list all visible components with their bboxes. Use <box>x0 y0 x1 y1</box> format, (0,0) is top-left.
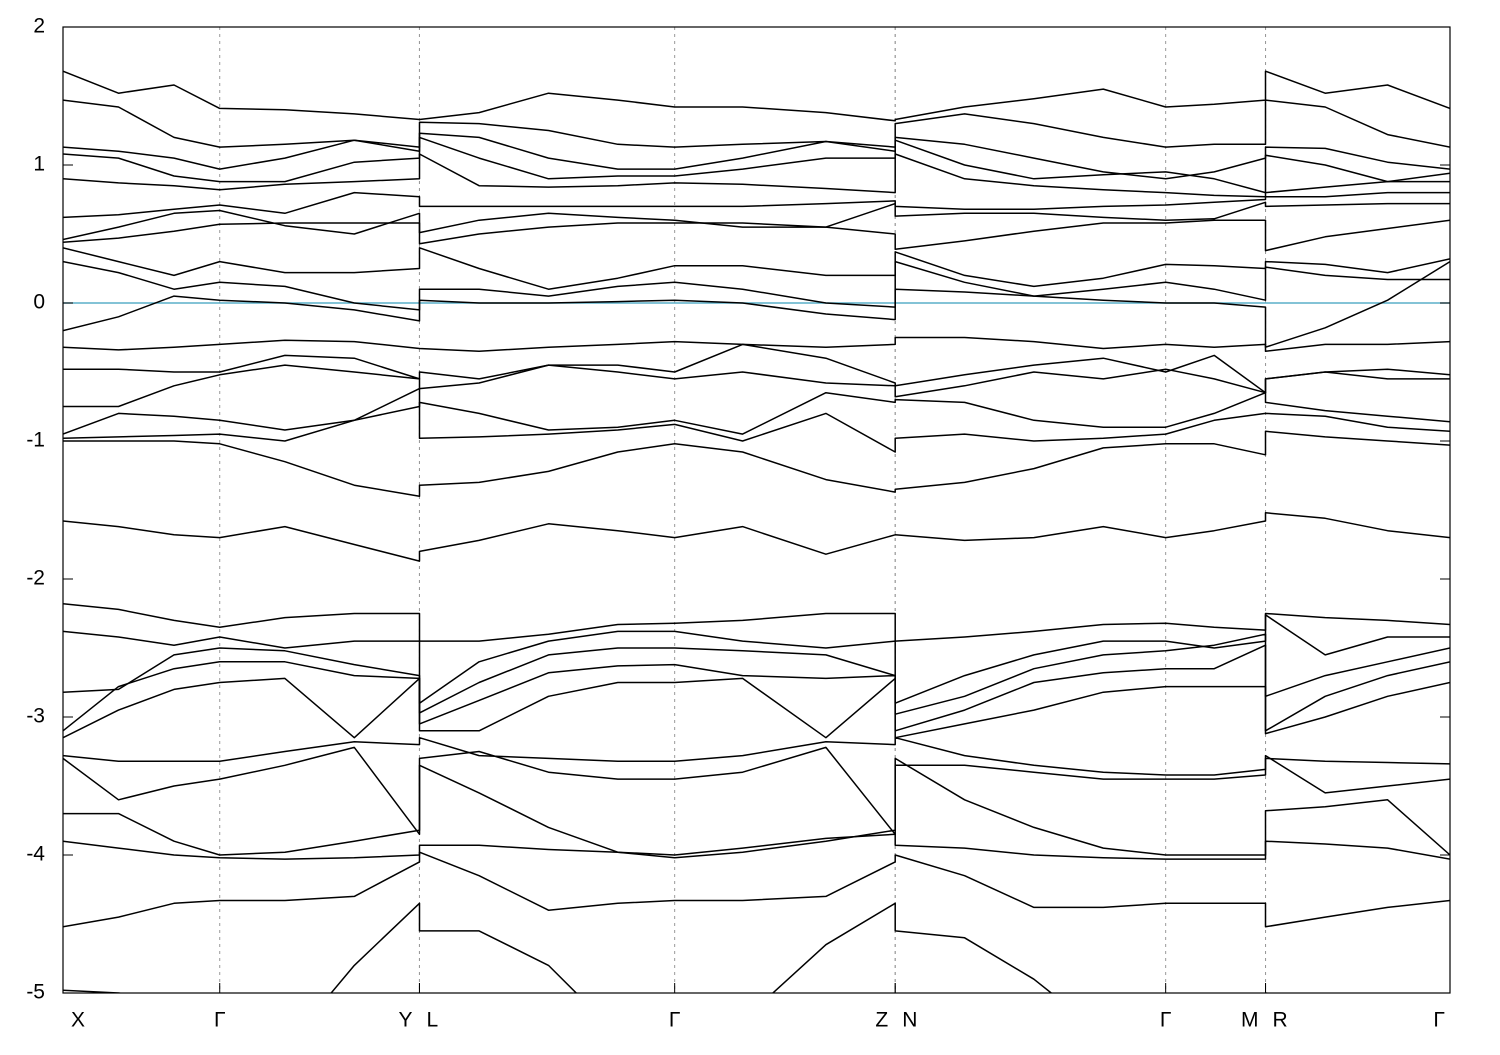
band-line <box>63 364 1450 408</box>
bands <box>63 70 1450 993</box>
band-line <box>63 833 1450 860</box>
band-line <box>63 430 1450 497</box>
band-line <box>63 902 1273 993</box>
band-line <box>63 219 1450 252</box>
band-line <box>63 757 1450 859</box>
x-tick-label: X <box>71 1009 85 1032</box>
band-line <box>63 191 1450 219</box>
band-line <box>63 736 1450 776</box>
band-line <box>63 677 1450 739</box>
band-line <box>63 391 1450 435</box>
band-line <box>63 260 1450 348</box>
x-tick-label: Z <box>875 1009 888 1032</box>
x-tick-label: Γ <box>669 1009 681 1032</box>
axes: -5 -4 -3 -2 -1 0 1 2 X Γ Y L Γ Z N Γ M R Γ <box>26 15 1451 1032</box>
band-line <box>63 851 1450 928</box>
x-tick-label: Γ <box>214 1009 226 1032</box>
band-line <box>63 132 1450 180</box>
band-line <box>63 201 1450 241</box>
band-line <box>63 153 1450 198</box>
band-line <box>63 614 1450 704</box>
band-line <box>63 343 1450 394</box>
y-tick-label: 2 <box>33 15 45 38</box>
band-line <box>63 260 1450 311</box>
x-tick-label: Y <box>398 1009 412 1032</box>
y-tick-label: 1 <box>33 153 45 176</box>
band-line <box>63 336 1450 353</box>
x-tick-label: R <box>1273 1009 1288 1032</box>
x-tick-label: Γ <box>1160 1009 1172 1032</box>
x-tick-label: N <box>902 1009 917 1032</box>
x-tick-label: L <box>426 1009 438 1032</box>
y-tick-label: -1 <box>26 429 45 452</box>
x-tick-label: Γ <box>1433 1009 1445 1032</box>
band-line <box>63 247 1450 290</box>
band-line <box>63 603 1450 642</box>
y-tick-label: 0 <box>33 291 45 314</box>
y-tick-label: -2 <box>26 567 45 590</box>
band-line <box>63 644 1450 732</box>
y-tick-label: -5 <box>26 981 45 1004</box>
band-line <box>63 512 1450 562</box>
band-line <box>63 136 1450 194</box>
band-line <box>63 99 1450 148</box>
band-line <box>63 746 1450 836</box>
y-tick-label: -3 <box>26 705 45 728</box>
y-tick-label: -4 <box>26 843 45 866</box>
plot-frame <box>62 26 1451 994</box>
band-line <box>63 633 1450 715</box>
x-tick-label: M <box>1241 1009 1259 1032</box>
band-line <box>63 387 1450 453</box>
